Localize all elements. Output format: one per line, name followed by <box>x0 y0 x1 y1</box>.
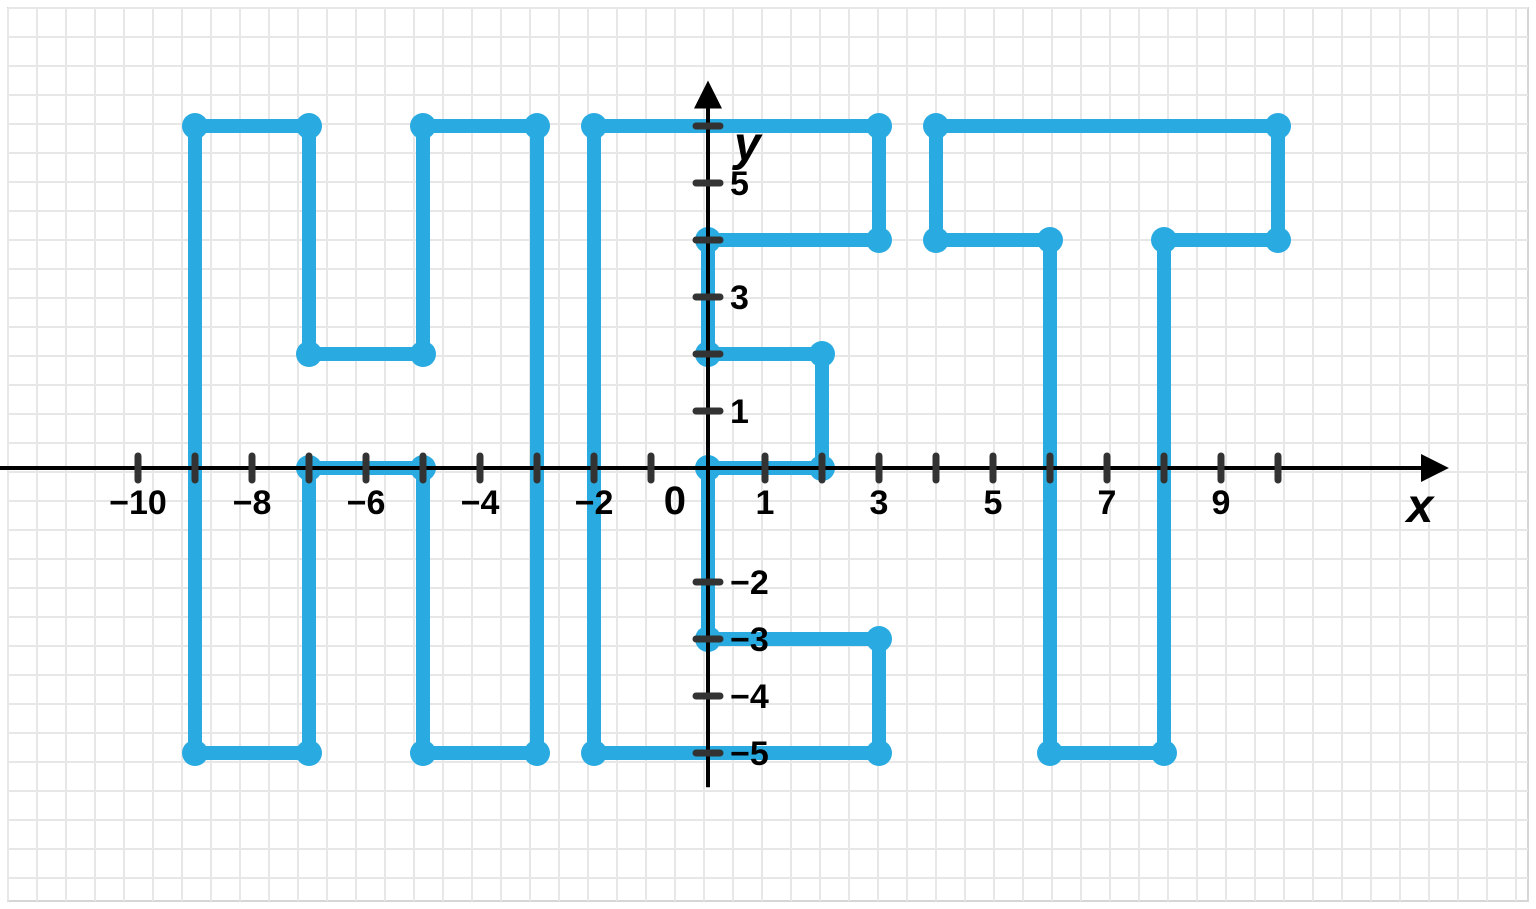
vertex-point-17 <box>809 341 835 367</box>
vertex-point-21 <box>866 626 892 652</box>
vertex-point-25 <box>1265 113 1291 139</box>
vertex-point-6 <box>524 740 550 766</box>
x-tick-label: −6 <box>347 484 386 522</box>
x-tick-label: 7 <box>1098 484 1117 522</box>
x-tick-label: 9 <box>1212 484 1231 522</box>
coordinate-plane-figure: −10−8−6−4−213579531−2−3−4−50xy <box>0 0 1536 909</box>
vertex-point-0 <box>182 113 208 139</box>
y-tick-label: 3 <box>730 279 749 317</box>
x-tick-label: 3 <box>870 484 889 522</box>
vertex-point-28 <box>1151 740 1177 766</box>
x-tick-label: −8 <box>233 484 272 522</box>
x-tick-label: 5 <box>984 484 1003 522</box>
vertex-point-11 <box>182 740 208 766</box>
vertex-point-2 <box>296 341 322 367</box>
vertex-point-29 <box>1037 740 1063 766</box>
vertex-point-5 <box>524 113 550 139</box>
vertex-point-13 <box>866 113 892 139</box>
y-tick-label: −3 <box>730 621 769 659</box>
x-axis-label: x <box>1404 480 1436 533</box>
plot-svg: −10−8−6−4−213579531−2−3−4−50xy <box>0 0 1536 909</box>
vertex-point-12 <box>581 113 607 139</box>
vertex-point-31 <box>923 227 949 253</box>
vertex-point-22 <box>866 740 892 766</box>
vertex-point-7 <box>410 740 436 766</box>
vertex-point-10 <box>296 740 322 766</box>
y-tick-label: −4 <box>730 678 769 716</box>
vertex-point-4 <box>410 113 436 139</box>
x-tick-label: −2 <box>575 484 614 522</box>
y-tick-label: −5 <box>730 735 769 773</box>
x-tick-label: −4 <box>461 484 500 522</box>
vertex-point-1 <box>296 113 322 139</box>
origin-label: 0 <box>664 479 686 523</box>
vertex-point-24 <box>923 113 949 139</box>
vertex-point-30 <box>1037 227 1063 253</box>
x-tick-label: −10 <box>109 484 167 522</box>
vertex-point-27 <box>1151 227 1177 253</box>
vertex-point-26 <box>1265 227 1291 253</box>
y-tick-label: 1 <box>730 393 749 431</box>
y-axis-label: y <box>732 118 763 171</box>
x-tick-label: 1 <box>756 484 775 522</box>
vertex-point-3 <box>410 341 436 367</box>
vertex-point-23 <box>581 740 607 766</box>
vertex-point-14 <box>866 227 892 253</box>
y-tick-label: −2 <box>730 564 769 602</box>
